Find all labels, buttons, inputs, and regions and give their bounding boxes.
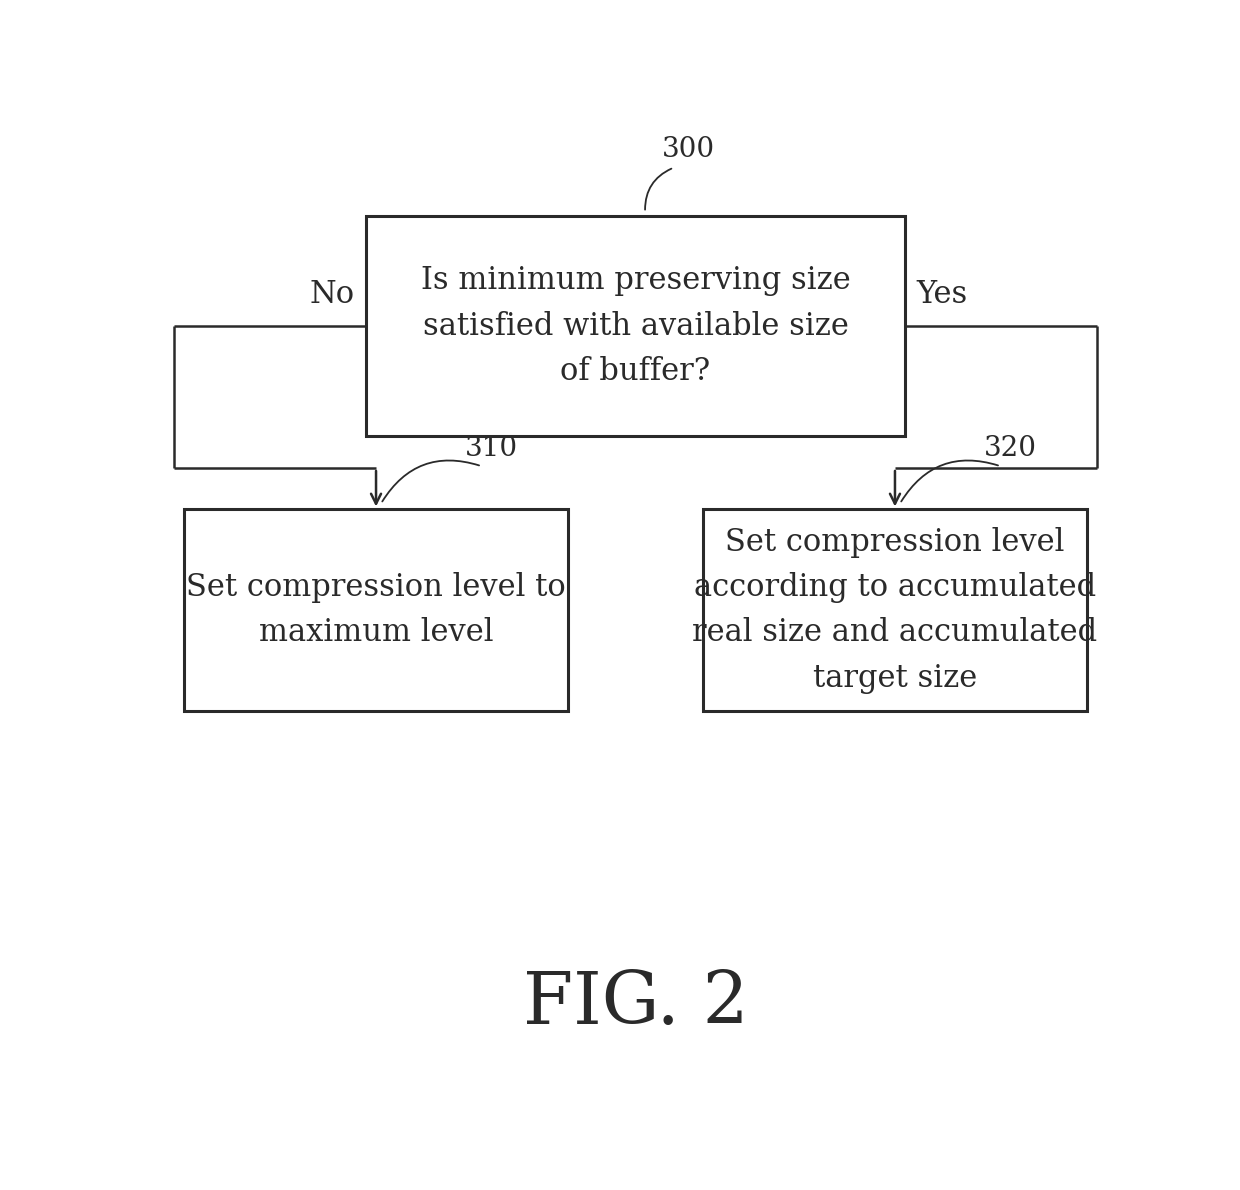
Bar (703, 509, 1087, 710)
Bar (367, 217, 905, 436)
Text: Is minimum preserving size
satisfied with available size
of buffer?: Is minimum preserving size satisfied wit… (420, 265, 851, 387)
Text: 320: 320 (983, 434, 1037, 462)
Text: Yes: Yes (916, 278, 967, 309)
Bar (184, 509, 568, 710)
Text: 310: 310 (465, 434, 518, 462)
Text: Set compression level
according to accumulated
real size and accumulated
target : Set compression level according to accum… (692, 526, 1097, 694)
Text: Set compression level to
maximum level: Set compression level to maximum level (186, 572, 565, 649)
Text: 300: 300 (662, 136, 715, 163)
Text: No: No (310, 278, 355, 309)
Text: FIG. 2: FIG. 2 (523, 969, 748, 1039)
